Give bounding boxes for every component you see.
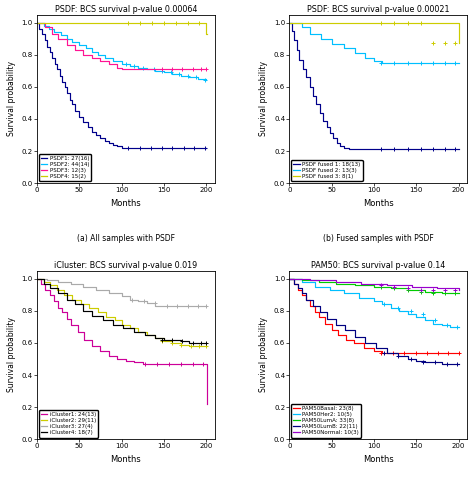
Legend: PSDF fused 1: 18(13), PSDF fused 2: 13(3), PSDF fused 3: 8(1): PSDF fused 1: 18(13), PSDF fused 2: 13(3… [291, 160, 363, 182]
Y-axis label: Survival probability: Survival probability [7, 61, 16, 136]
Y-axis label: Survival probability: Survival probability [7, 318, 16, 392]
Text: (a) All samples with PSDF: (a) All samples with PSDF [77, 234, 175, 243]
X-axis label: Months: Months [363, 455, 393, 464]
Y-axis label: Survival probability: Survival probability [259, 318, 268, 392]
Title: iCluster: BCS survival p-value 0.019: iCluster: BCS survival p-value 0.019 [54, 261, 197, 270]
Legend: PSDF1: 27(16), PSDF2: 44(14), PSDF3: 12(3), PSDF4: 15(2): PSDF1: 27(16), PSDF2: 44(14), PSDF3: 12(… [38, 154, 91, 182]
X-axis label: Months: Months [110, 455, 141, 464]
Legend: PAM50Basal: 23(8), PAM50Her2: 10(5), PAM50LumA: 33(8), PAM50LumB: 22(11), PAM50N: PAM50Basal: 23(8), PAM50Her2: 10(5), PAM… [291, 404, 361, 438]
Title: PAM50: BCS survival p-value 0.14: PAM50: BCS survival p-value 0.14 [311, 261, 445, 270]
Text: (b) Fused samples with PSDF: (b) Fused samples with PSDF [323, 234, 434, 243]
Legend: iCluster1: 24(13), iCluster2: 29(11), iCluster3: 27(4), iCluster4: 18(7): iCluster1: 24(13), iCluster2: 29(11), iC… [38, 410, 98, 438]
Title: PSDF: BCS survival p-value 0.00064: PSDF: BCS survival p-value 0.00064 [55, 5, 197, 14]
X-axis label: Months: Months [110, 199, 141, 208]
Y-axis label: Survival probability: Survival probability [259, 61, 268, 136]
Title: PSDF: BCS survival p-value 0.00021: PSDF: BCS survival p-value 0.00021 [307, 5, 449, 14]
X-axis label: Months: Months [363, 199, 393, 208]
